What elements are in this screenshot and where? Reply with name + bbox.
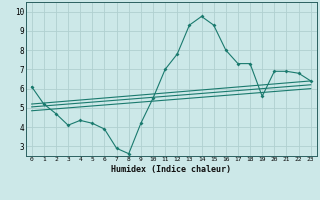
X-axis label: Humidex (Indice chaleur): Humidex (Indice chaleur) <box>111 165 231 174</box>
